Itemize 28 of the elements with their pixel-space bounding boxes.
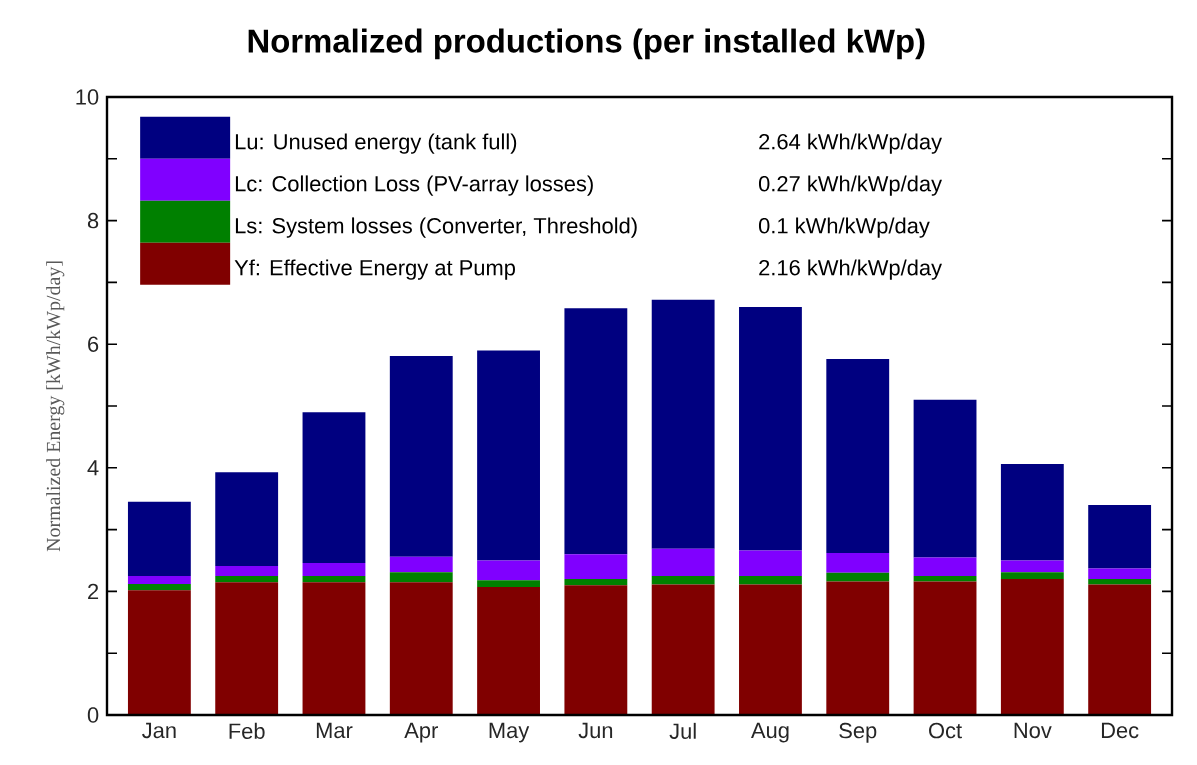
x-tick-label: Jun [578,722,613,739]
legend-label: Ls: System losses (Converter, Threshold) [235,217,637,238]
y-tick-label: 6 [88,336,99,352]
annotation: 2.64 kWh/kWp/day [759,133,942,154]
legend-label: Lc: Collection Loss (PV-array losses) [235,175,593,196]
x-tick-label: Oct [929,722,962,739]
y-tick-label: 2 [88,583,99,600]
annotation: 2.16 kWh/kWp/day [759,259,942,280]
x-tick-label: Mar [316,722,353,739]
x-tick-label: Feb [229,722,265,739]
x-tick-label: Jul [669,722,696,739]
y-tick-label: 10 [76,89,99,105]
y-axis-title: Normalized Energy [kWh/kWp/day] [46,261,65,552]
y-tick-label: 4 [87,460,99,476]
legend-label: Lu: Unused energy (tank full) [235,133,517,154]
annotation: 0.27 kWh/kWp/day [758,175,942,196]
x-tick-label: Sep [839,722,877,743]
chart-title: Normalized productions (per installed kWp) [248,28,925,60]
x-tick-label: Aug [750,722,789,743]
legend-label: Yf: Effective Energy at Pump [234,259,515,280]
x-tick-label: Apr [404,722,438,743]
x-tick-label: Dec [1101,722,1139,739]
x-tick-label: Nov [1014,722,1052,739]
x-tick-label: Jan [142,722,176,739]
y-tick-label: 8 [87,212,99,229]
y-tick-label: 0 [87,707,99,723]
annotation: 0.1 kWh/kWp/day [758,217,930,238]
x-tick-label: May [489,722,530,743]
